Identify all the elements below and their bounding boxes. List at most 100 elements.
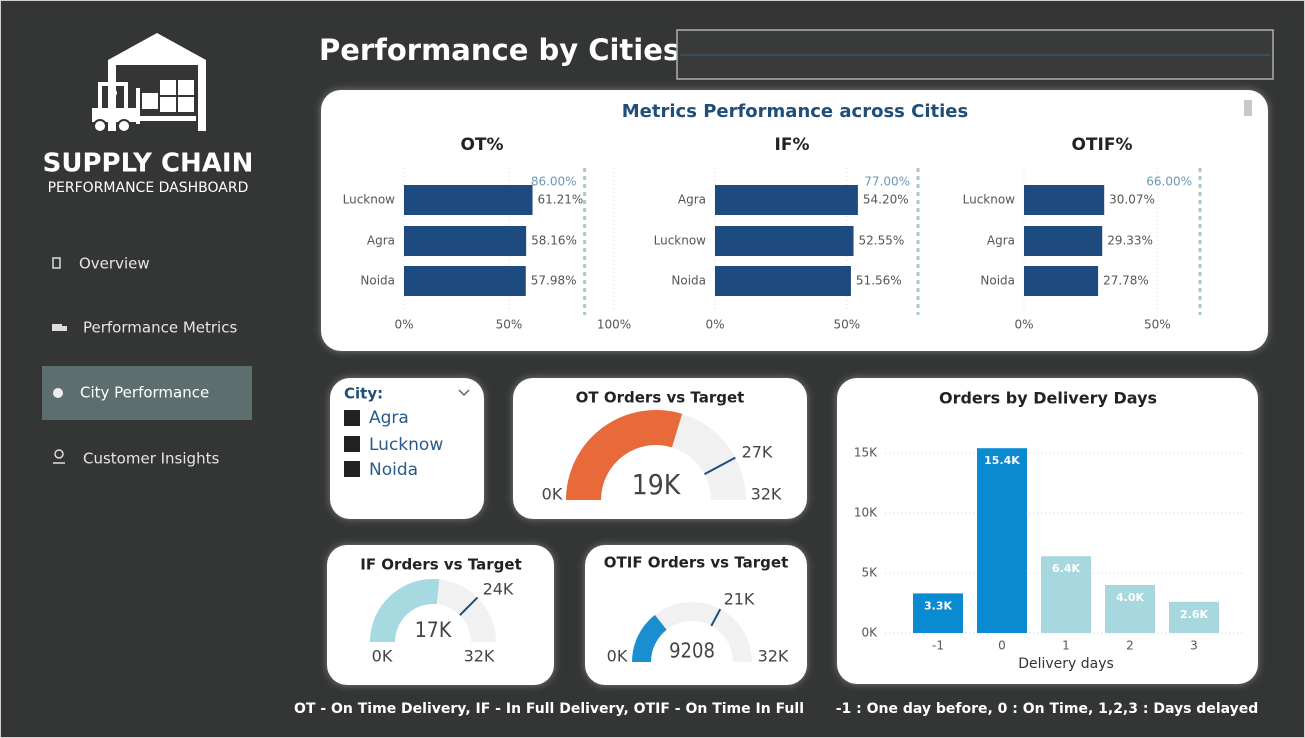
brand-subtitle: PERFORMANCE DASHBOARD (48, 180, 249, 196)
x-tick-label: 0% (1014, 318, 1033, 332)
bar (715, 185, 858, 215)
x-tick-label: 50% (833, 318, 860, 332)
x-tick-label: 50% (496, 318, 523, 332)
gauge-tick-label: 32K (464, 647, 495, 666)
gauge-track (632, 602, 752, 662)
nav-icon (52, 257, 61, 269)
bar (1024, 185, 1105, 215)
category-label: Noida (360, 274, 395, 288)
active-nav-bg (42, 366, 252, 420)
chart-title: Orders by Delivery Days (939, 389, 1157, 408)
panel-title: OTIF% (1071, 135, 1132, 155)
y-tick-label: 10K (854, 506, 878, 520)
checkbox[interactable] (344, 436, 360, 452)
nav-item[interactable]: Overview (79, 255, 150, 273)
footnote: -1 : One day before, 0 : On Time, 1,2,3 … (836, 701, 1259, 717)
x-tick-label: 0% (394, 318, 413, 332)
bar (404, 185, 533, 215)
panel-title: IF% (775, 135, 810, 155)
value-label: 29.33% (1107, 234, 1153, 248)
bar (913, 593, 963, 633)
gauge-fill (566, 410, 683, 500)
checkbox[interactable] (344, 461, 360, 477)
value-label: 54.20% (863, 193, 909, 207)
x-tick-label: 50% (1144, 318, 1171, 332)
nav-icon (62, 326, 67, 331)
chart-title: IF Orders vs Target (360, 556, 521, 574)
value-label: 58.16% (531, 234, 577, 248)
bar (404, 226, 527, 256)
slicer-item[interactable]: Lucknow (369, 435, 443, 455)
page-title: Performance by Cities (319, 33, 680, 67)
x-tick-label: -1 (932, 639, 944, 653)
nav-icon (54, 449, 64, 459)
bar (404, 266, 526, 296)
category-label: Agra (987, 234, 1015, 248)
value-label: 15.4K (984, 454, 1020, 467)
x-tick-label: 100% (597, 318, 631, 332)
x-tick-label: 0 (998, 639, 1006, 653)
value-label: 57.98% (531, 274, 577, 288)
category-label: Agra (367, 234, 395, 248)
target-label: 27K (742, 443, 773, 462)
chart-title: OT Orders vs Target (576, 389, 745, 407)
value-label: 6.4K (1052, 562, 1080, 575)
bar (977, 448, 1027, 633)
bar (1105, 585, 1155, 633)
x-tick-label: 2 (1126, 639, 1134, 653)
gauge-target (459, 596, 479, 616)
gauge-target (704, 456, 736, 475)
value-label: 52.55% (859, 234, 905, 248)
nav-icon (53, 388, 63, 398)
gauge-fill (370, 578, 440, 642)
category-label: Noida (671, 274, 706, 288)
logo (92, 33, 206, 133)
target-label: 21K (724, 590, 755, 609)
category-label: Lucknow (654, 234, 707, 248)
card (321, 90, 1268, 351)
nav-item[interactable]: City Performance (80, 384, 209, 402)
bar (715, 226, 854, 256)
bar (1024, 266, 1099, 296)
slicer-item[interactable]: Agra (369, 408, 409, 428)
slicer-items: Agra Lucknow Noida (344, 408, 443, 480)
gauge-tick-label: 32K (751, 485, 782, 504)
x-tick-label: 0% (705, 318, 724, 332)
nav-item[interactable]: Performance Metrics (83, 319, 237, 337)
value-label: 61.21% (538, 193, 584, 207)
nav-icon (52, 324, 62, 331)
value-label: 51.56% (856, 274, 902, 288)
value-label: 27.78% (1103, 274, 1149, 288)
gauge-value: 19K (632, 468, 682, 501)
target-label: 77.00% (864, 175, 910, 189)
bar (1041, 556, 1091, 633)
slicer-item[interactable]: Noida (369, 460, 418, 480)
nav-item[interactable]: Customer Insights (83, 450, 219, 468)
value-label: 2.6K (1180, 608, 1208, 621)
value-label: 4.0K (1116, 591, 1144, 604)
gauge-fill (632, 614, 667, 662)
y-tick-label: 0K (861, 626, 878, 640)
gauge-value: 9208 (669, 639, 715, 663)
category-label: Lucknow (963, 193, 1016, 207)
category-label: Noida (980, 274, 1015, 288)
gauge-tick-label: 0K (542, 485, 563, 504)
y-tick-label: 5K (861, 566, 878, 580)
chart-title: OTIF Orders vs Target (604, 554, 788, 572)
gauge-value: 17K (415, 618, 452, 642)
target-label: 66.00% (1146, 175, 1192, 189)
gauge-tick-label: 32K (758, 647, 789, 666)
gauge-tick-label: 0K (372, 647, 393, 666)
y-tick-label: 15K (854, 446, 878, 460)
slicer-chevron[interactable] (458, 389, 470, 397)
footnote: OT - On Time Delivery, IF - In Full Deli… (294, 701, 804, 717)
category-label: Agra (678, 193, 706, 207)
chart-title: Metrics Performance across Cities (622, 101, 968, 122)
checkbox[interactable] (344, 410, 360, 426)
x-tick-label: 1 (1062, 639, 1070, 653)
panel-title: OT% (460, 135, 503, 155)
target-label: 24K (483, 580, 514, 599)
x-axis-label: Delivery days (1018, 656, 1114, 672)
slicer-label: City: (344, 385, 383, 403)
